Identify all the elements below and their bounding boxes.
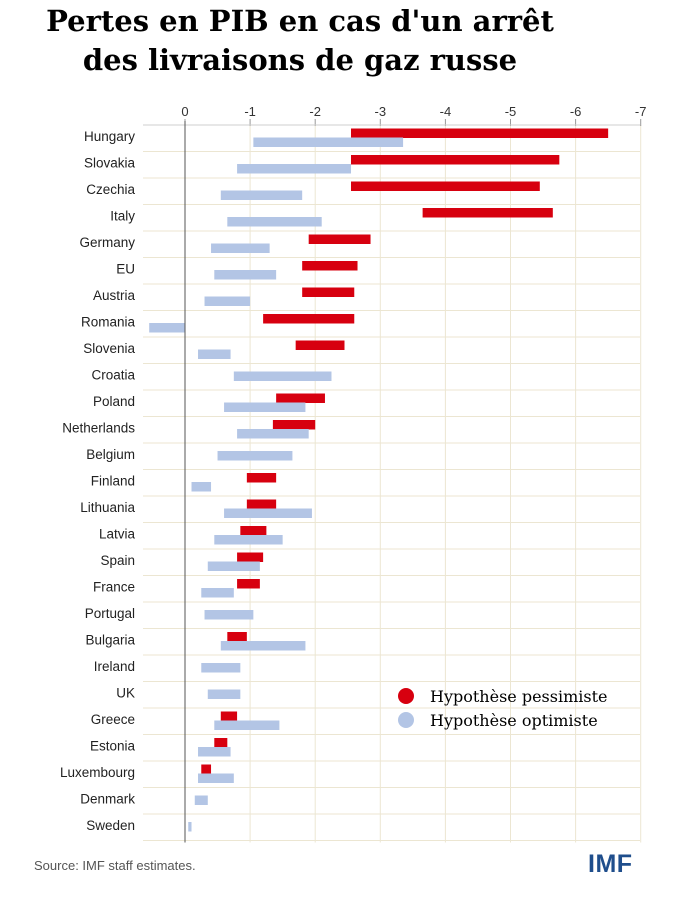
category-label: Luxembourg [60, 765, 135, 780]
category-label: Italy [110, 209, 135, 224]
category-label: Lithuania [80, 500, 135, 515]
x-tick-label: -1 [244, 104, 256, 119]
bar-pessimiste [237, 579, 260, 589]
category-label: Denmark [80, 792, 135, 807]
category-label: Sweden [86, 818, 135, 833]
bar-optimiste [207, 689, 241, 699]
category-label: Czechia [86, 182, 135, 197]
bar-optimiste [194, 795, 208, 805]
bar-optimiste [214, 720, 280, 730]
category-label: Netherlands [62, 421, 135, 436]
bar-optimiste [204, 296, 251, 306]
bar-pessimiste [308, 234, 371, 244]
bar-optimiste [207, 561, 260, 571]
category-label: Spain [100, 553, 135, 568]
legend-item-pessimiste: Hypothèse pessimiste [398, 684, 607, 708]
imf-logo: IMF [588, 850, 633, 878]
bar-pessimiste [422, 208, 553, 218]
bar-optimiste [227, 217, 322, 227]
chart-title: Pertes en PIB en cas d'un arrêt des livr… [0, 2, 600, 80]
bar-pessimiste [263, 314, 355, 324]
bar-optimiste [198, 747, 231, 757]
bar-pessimiste [276, 393, 325, 403]
bar-optimiste [233, 371, 332, 381]
legend-label-pessimiste: Hypothèse pessimiste [430, 686, 608, 706]
category-label: Slovakia [84, 156, 136, 171]
x-tick-label: -3 [375, 104, 387, 119]
legend: Hypothèse pessimiste Hypothèse optimiste [398, 684, 607, 732]
x-tick-label: -2 [309, 104, 321, 119]
bar-optimiste [201, 663, 241, 673]
bar-pessimiste [227, 632, 247, 642]
bar-optimiste [253, 137, 404, 147]
bar-optimiste [204, 610, 254, 620]
bar-optimiste [198, 773, 234, 783]
bar-optimiste [201, 588, 234, 598]
category-label: Portugal [85, 606, 135, 621]
bar-pessimiste [246, 473, 277, 483]
category-label: Finland [91, 474, 135, 489]
bar-pessimiste [214, 738, 228, 748]
x-tick-label: -7 [635, 104, 647, 119]
bar-optimiste [198, 349, 231, 359]
bar-pessimiste [302, 287, 355, 297]
bar-pessimiste [351, 155, 560, 165]
category-label: Greece [91, 712, 135, 727]
legend-label-optimiste: Hypothèse optimiste [430, 710, 598, 730]
bar-optimiste [214, 270, 277, 280]
legend-swatch-optimiste [398, 712, 414, 728]
category-label: Hungary [84, 129, 135, 144]
category-label: Estonia [90, 739, 136, 754]
category-label: Germany [79, 235, 135, 250]
bar-pessimiste [272, 420, 316, 430]
x-tick-label: -5 [505, 104, 517, 119]
category-label: Austria [93, 288, 136, 303]
category-label: Romania [81, 315, 136, 330]
bar-pessimiste [240, 526, 267, 536]
category-label: Belgium [86, 447, 135, 462]
category-label: EU [116, 262, 135, 277]
bar-optimiste [224, 508, 312, 518]
bar-pessimiste [302, 261, 358, 271]
bar-pessimiste [295, 340, 345, 350]
bar-optimiste [220, 190, 303, 200]
x-tick-label: 0 [181, 104, 188, 119]
bar-optimiste [217, 451, 293, 461]
category-label: UK [116, 686, 135, 701]
category-label: Poland [93, 394, 135, 409]
x-tick-label: -4 [440, 104, 452, 119]
bar-optimiste [237, 164, 352, 174]
category-label: Bulgaria [85, 633, 135, 648]
bar-optimiste [224, 402, 306, 412]
category-label: Croatia [91, 368, 135, 383]
category-label: Latvia [99, 527, 136, 542]
bar-optimiste [237, 429, 309, 439]
bar-pessimiste [246, 499, 277, 509]
bar-pessimiste [237, 552, 264, 562]
legend-swatch-pessimiste [398, 688, 414, 704]
bar-pessimiste [220, 711, 238, 721]
category-label: France [93, 580, 135, 595]
source-note: Source: IMF staff estimates. [34, 858, 196, 873]
category-label: Slovenia [83, 341, 135, 356]
title-line-2: des livraisons de gaz russe [82, 43, 518, 77]
bar-optimiste [191, 482, 212, 492]
bar-optimiste [220, 641, 306, 651]
x-tick-label: -6 [570, 104, 582, 119]
bar-optimiste [149, 323, 185, 333]
category-label: Ireland [94, 659, 135, 674]
bar-pessimiste [201, 764, 212, 774]
bar-optimiste [188, 822, 192, 832]
bar-optimiste [211, 243, 270, 253]
title-line-1: Pertes en PIB en cas d'un arrêt [46, 4, 554, 38]
bar-pessimiste [351, 128, 609, 138]
legend-item-optimiste: Hypothèse optimiste [398, 708, 607, 732]
bar-pessimiste [351, 181, 540, 191]
bar-optimiste [214, 535, 283, 545]
